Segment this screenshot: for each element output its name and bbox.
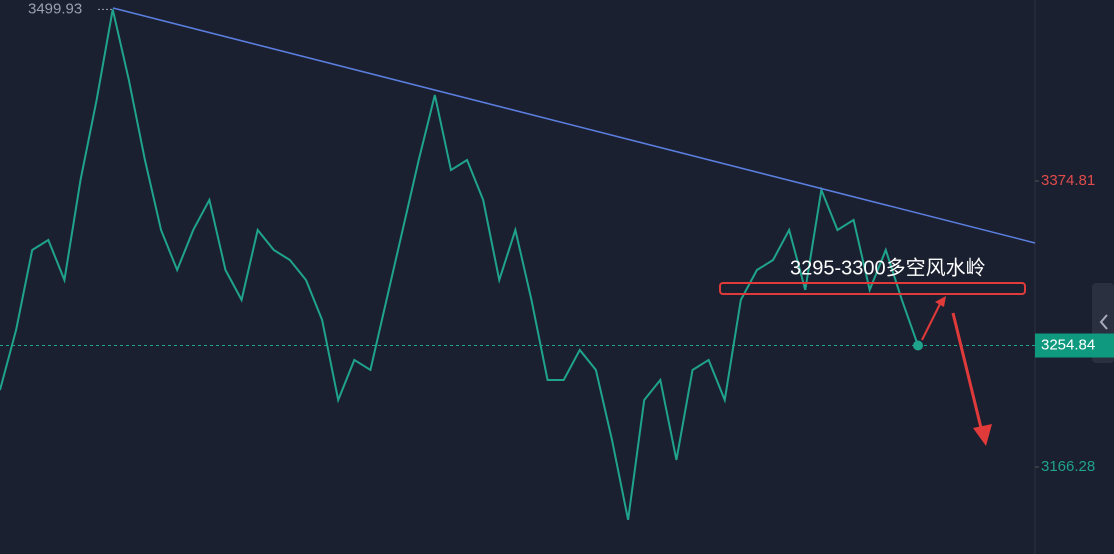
- zone-box: [719, 282, 1026, 295]
- last-price-box: [1035, 333, 1114, 358]
- annotation: 3295-3300多空风水岭: [790, 256, 986, 279]
- arrow-down: [951, 312, 984, 433]
- last-point: [913, 340, 923, 351]
- collapse-icon: [1099, 314, 1108, 330]
- arrow-up: [921, 299, 943, 341]
- y-tick-label: 3374.81: [1041, 172, 1095, 189]
- last-price-label: 3254.84: [1041, 336, 1095, 353]
- arrow-up-head: [935, 296, 946, 307]
- arrow-down-head: [973, 424, 992, 446]
- y-tick-label: 3166.28: [1041, 458, 1095, 475]
- trend-line: [112, 7, 1036, 244]
- price-line: [0, 9, 919, 521]
- high-label: 3499.93: [28, 0, 82, 17]
